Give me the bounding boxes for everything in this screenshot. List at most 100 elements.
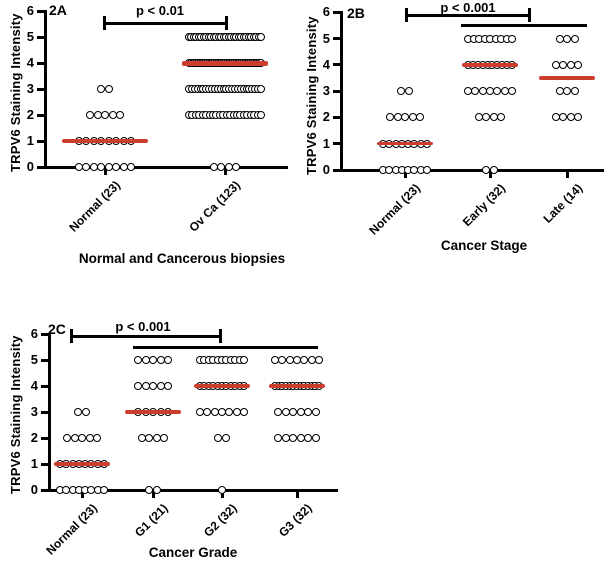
- data-point: [164, 382, 172, 390]
- y-tick: [333, 63, 340, 67]
- data-point: [489, 166, 498, 174]
- y-tick-label: 2: [322, 109, 330, 125]
- data-point: [416, 113, 424, 122]
- data-point: [93, 434, 101, 442]
- data-point: [240, 356, 248, 364]
- median-line: [269, 384, 325, 388]
- y-tick: [333, 115, 340, 119]
- data-point: [240, 408, 248, 416]
- median-line: [125, 410, 181, 414]
- x-category-label: G2 (32): [201, 501, 240, 540]
- x-category-label: G1 (21): [132, 501, 171, 540]
- y-tick-label: 4: [30, 378, 38, 393]
- data-point: [574, 60, 583, 69]
- significance-bar-end: [528, 8, 531, 22]
- y-tick: [41, 462, 48, 466]
- y-tick: [37, 113, 44, 117]
- data-point: [134, 356, 142, 364]
- data-point: [311, 408, 320, 416]
- data-point: [497, 113, 506, 122]
- y-tick: [333, 89, 340, 93]
- x-tick: [220, 491, 224, 498]
- median-line: [182, 60, 268, 66]
- y-tick: [41, 332, 48, 336]
- median-line: [462, 63, 518, 67]
- median-line: [194, 384, 250, 388]
- x-tick: [403, 171, 407, 178]
- y-tick-label: 2: [30, 430, 38, 445]
- data-point: [508, 87, 516, 96]
- data-point: [149, 356, 157, 364]
- data-point: [221, 434, 230, 442]
- y-tick-label: 4: [322, 56, 330, 72]
- x-axis-title: Normal and Cancerous biopsies: [78, 251, 286, 266]
- significance-label: p < 0.001: [115, 319, 171, 334]
- significance-bar: [133, 345, 318, 349]
- x-axis: [340, 168, 604, 172]
- data-point: [78, 434, 86, 442]
- median-line: [539, 76, 595, 80]
- data-point: [423, 166, 431, 174]
- data-point: [315, 356, 323, 364]
- significance-label: p < 0.001: [440, 0, 496, 15]
- significance-bar-end: [70, 329, 73, 343]
- data-point: [311, 434, 320, 442]
- x-category-label: Normal (23): [43, 501, 100, 558]
- x-tick: [295, 491, 299, 498]
- y-tick: [37, 35, 44, 39]
- data-point: [508, 34, 516, 43]
- panel-label: 2B: [347, 5, 365, 21]
- x-axis-title: Cancer Grade: [148, 545, 238, 560]
- y-tick-label: 6: [322, 4, 330, 20]
- y-tick-label: 0: [26, 159, 34, 174]
- data-point: [257, 33, 265, 41]
- y-tick-label: 1: [26, 133, 34, 148]
- data-point: [218, 486, 226, 494]
- data-point: [134, 382, 142, 390]
- y-axis: [44, 10, 47, 169]
- x-axis: [44, 165, 288, 169]
- data-point: [570, 34, 579, 43]
- y-tick-label: 6: [26, 3, 34, 18]
- y-tick: [37, 61, 44, 65]
- y-tick: [333, 142, 340, 146]
- y-tick-label: 2: [26, 107, 34, 122]
- x-tick: [223, 168, 227, 175]
- y-tick: [37, 87, 44, 91]
- significance-bar-end: [103, 16, 106, 30]
- data-point: [257, 85, 265, 93]
- median-line: [377, 141, 433, 146]
- y-tick-label: 5: [26, 29, 34, 44]
- y-tick: [41, 488, 48, 492]
- y-tick: [333, 168, 340, 172]
- data-point: [116, 111, 124, 119]
- y-tick: [37, 139, 44, 143]
- data-point: [104, 85, 113, 93]
- data-point: [149, 382, 157, 390]
- y-axis: [340, 11, 343, 172]
- y-tick: [41, 436, 48, 440]
- y-tick-label: 6: [30, 326, 38, 341]
- y-tick-label: 3: [322, 83, 330, 99]
- y-tick-label: 1: [30, 456, 38, 471]
- panel-label: 2C: [48, 321, 66, 337]
- y-tick: [333, 10, 340, 14]
- data-point: [127, 163, 136, 171]
- data-point: [574, 113, 583, 122]
- y-tick-label: 0: [30, 482, 38, 497]
- x-tick: [488, 171, 492, 178]
- data-point: [164, 356, 172, 364]
- y-tick: [41, 358, 48, 362]
- data-point: [257, 111, 265, 119]
- data-point: [81, 408, 90, 416]
- y-tick: [41, 384, 48, 388]
- significance-bar: [405, 13, 531, 17]
- data-point: [160, 434, 169, 442]
- significance-bar-end: [225, 16, 228, 30]
- significance-bar: [103, 21, 228, 25]
- y-tick: [41, 410, 48, 414]
- y-tick-label: 3: [30, 404, 38, 419]
